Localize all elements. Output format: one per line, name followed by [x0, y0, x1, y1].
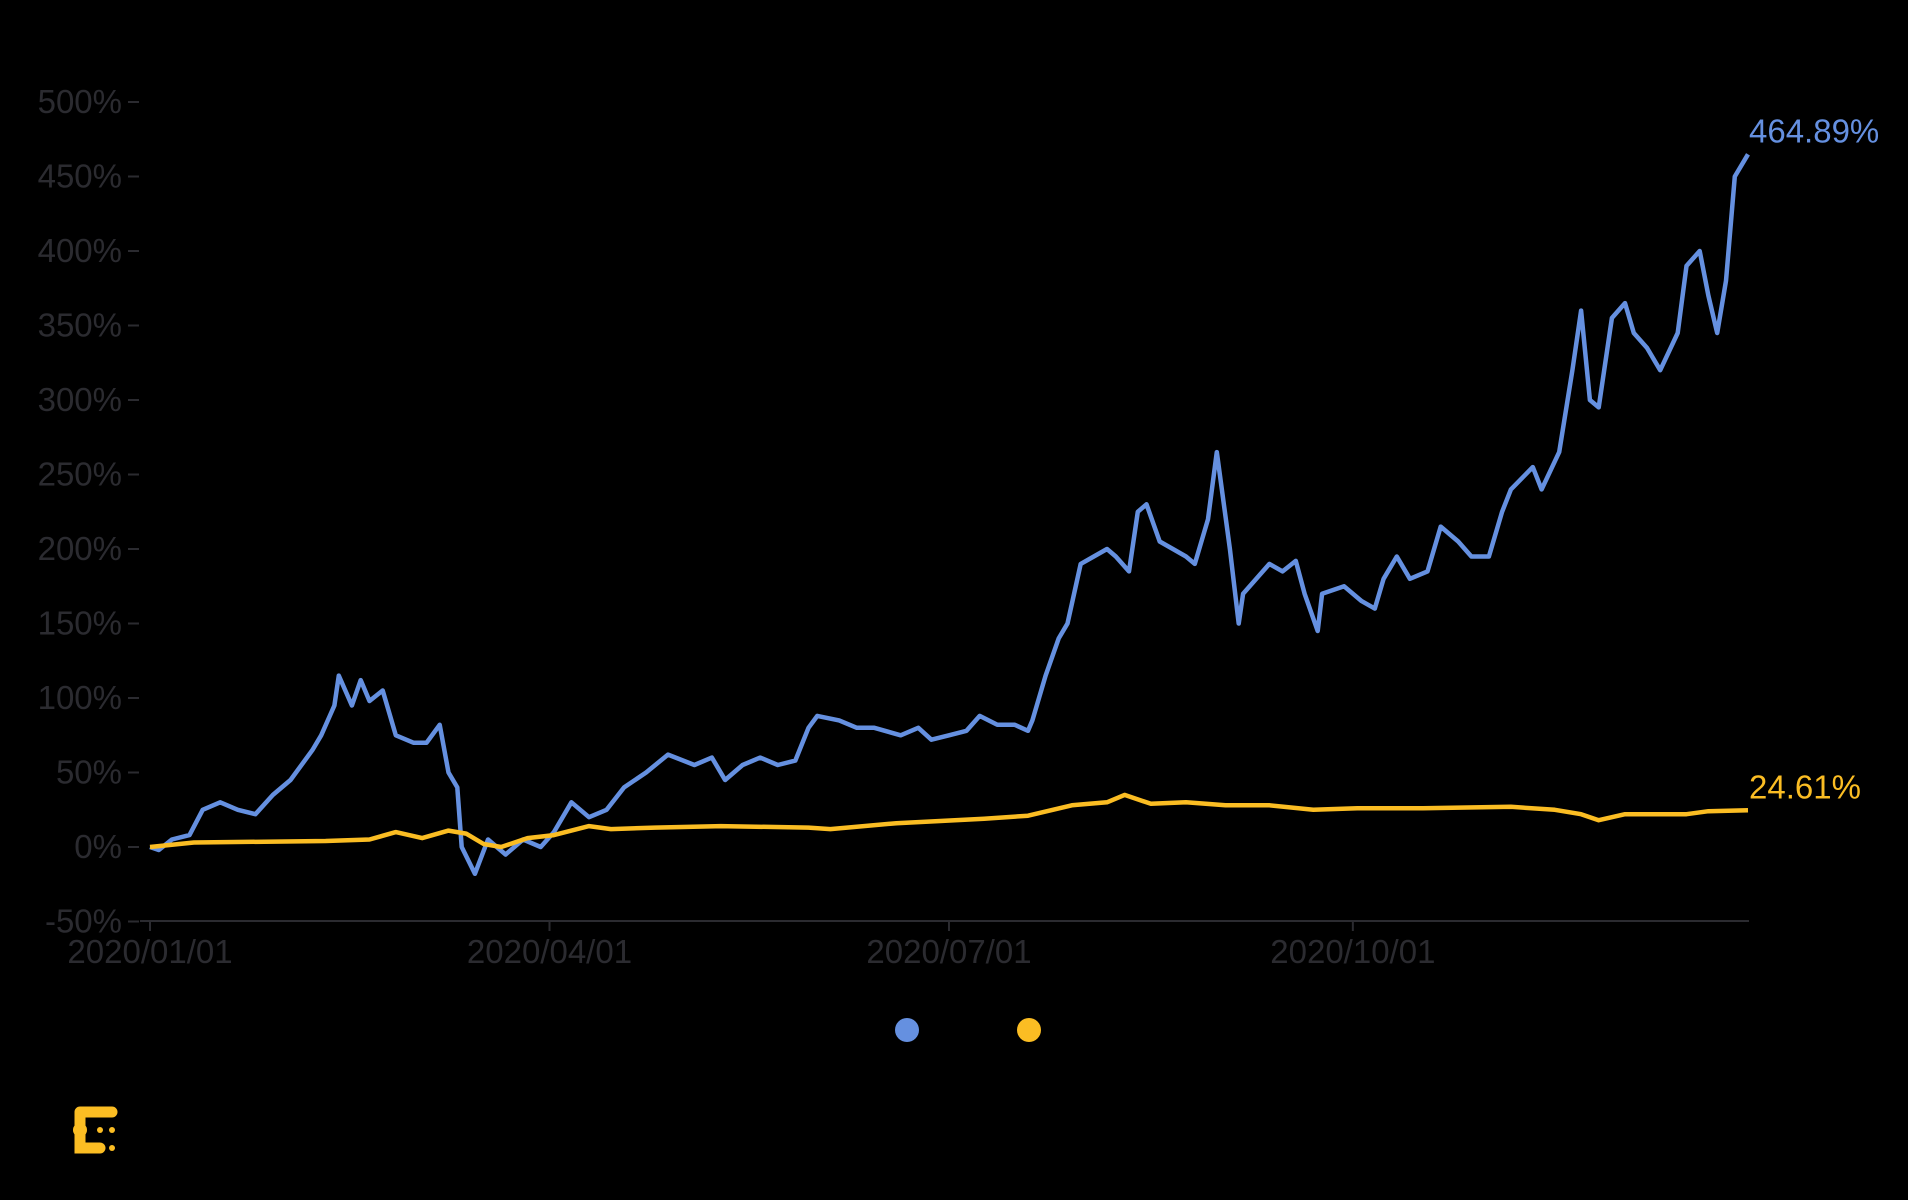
series-1-line	[149, 153, 1750, 877]
logo-icon	[73, 1106, 118, 1154]
legend-marker-series-2[interactable]	[1017, 1018, 1041, 1042]
y-tick-label: 500%	[38, 83, 122, 120]
series-lines	[149, 153, 1750, 877]
y-tick-label: 450%	[38, 158, 122, 195]
series-1-end-label: 464.89%	[1749, 112, 1879, 149]
x-tick-label: 2020/01/01	[67, 933, 232, 970]
y-axis: -50% 0% 50% 100% 150% 200% 250% 300% 350% 400% 450…	[38, 83, 139, 940]
legend	[895, 1018, 1041, 1042]
y-tick-label: 300%	[38, 381, 122, 418]
y-tick-label: 200%	[38, 530, 122, 567]
y-tick-label: 350%	[38, 307, 122, 344]
y-tick-label: 400%	[38, 232, 122, 269]
y-tick-label: 150%	[38, 605, 122, 642]
x-tick-label: 2020/04/01	[467, 933, 632, 970]
x-tick-label: 2020/07/01	[866, 933, 1031, 970]
y-tick-label: 100%	[38, 679, 122, 716]
legend-marker-series-1[interactable]	[895, 1018, 919, 1042]
y-tick-label: 0%	[74, 828, 122, 865]
y-tick-label: -50%	[45, 903, 122, 940]
x-axis: 2020/01/01 2020/04/01 2020/07/01 2020/10/01	[67, 920, 1749, 970]
y-tick-label: 250%	[38, 456, 122, 493]
x-tick-label: 2020/10/01	[1270, 933, 1435, 970]
y-tick-label: 50%	[56, 754, 122, 791]
series-2-end-label: 24.61%	[1749, 768, 1861, 805]
series-2-line	[149, 792, 1749, 850]
end-labels: 464.89% 24.61%	[1749, 112, 1879, 805]
